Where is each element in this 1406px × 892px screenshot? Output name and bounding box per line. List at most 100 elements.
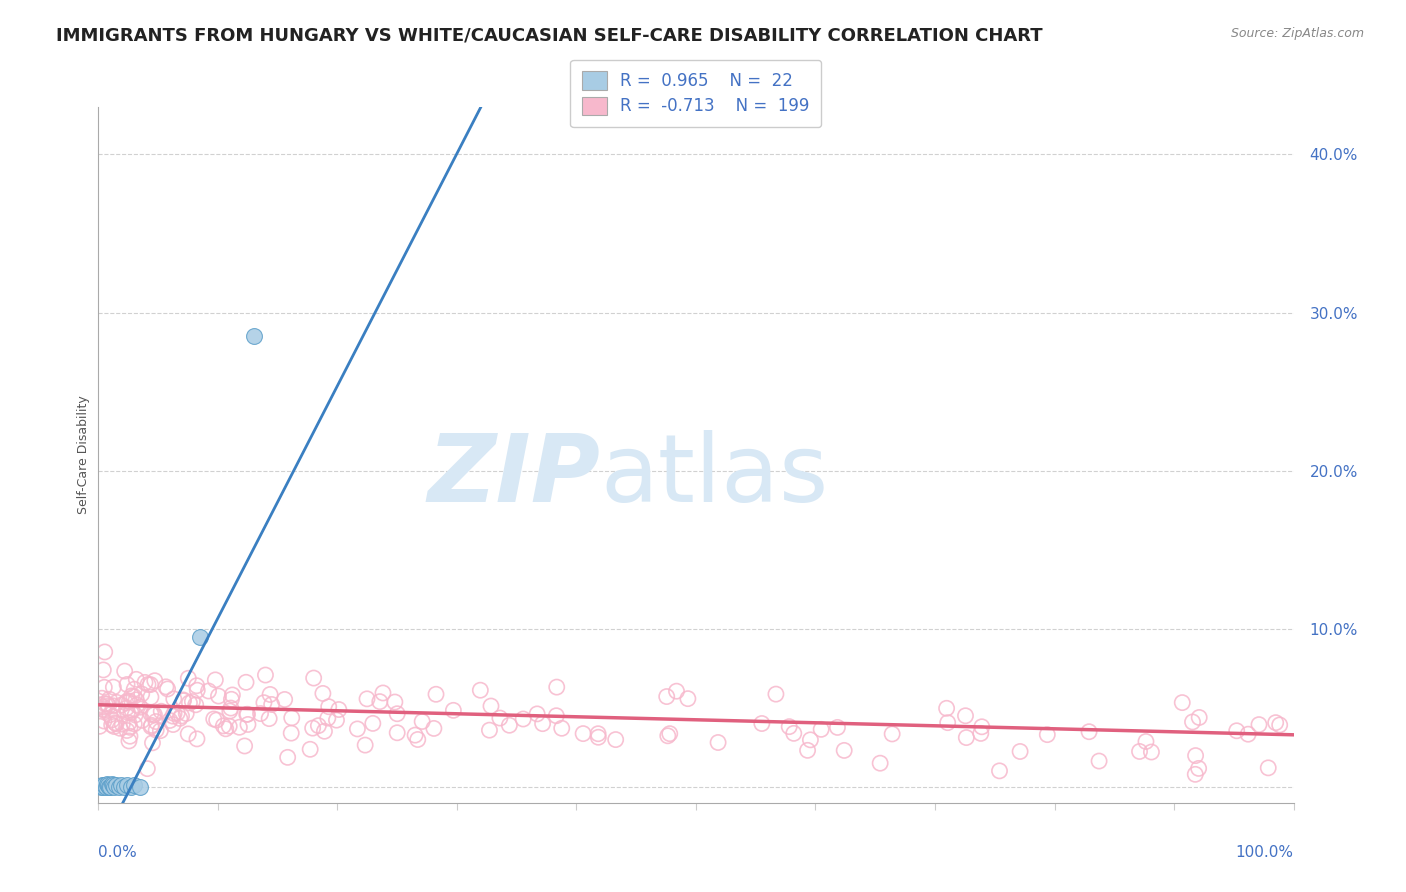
Point: [425, 687, 447, 701]
Point: [98, 692, 121, 706]
Point: [159, 714, 181, 728]
Point: [197, 684, 219, 698]
Point: [356, 691, 378, 706]
Point: [253, 696, 276, 710]
Point: [124, 708, 146, 723]
Point: [260, 698, 283, 712]
Point: [141, 718, 163, 732]
Point: [166, 706, 188, 720]
Point: [254, 668, 277, 682]
Point: [186, 731, 208, 746]
Point: [114, 696, 136, 710]
Point: [139, 677, 162, 691]
Point: [1264, 715, 1286, 730]
Point: [1257, 761, 1279, 775]
Point: [100, 718, 122, 732]
Point: [346, 722, 368, 736]
Point: [572, 726, 595, 740]
Point: [328, 702, 350, 716]
Point: [169, 711, 191, 725]
Point: [188, 630, 211, 644]
Point: [277, 750, 299, 764]
Point: [91, 778, 114, 793]
Point: [316, 711, 339, 725]
Text: ZIP: ZIP: [427, 430, 600, 522]
Point: [301, 721, 323, 735]
Point: [869, 756, 891, 771]
Point: [423, 722, 446, 736]
Point: [354, 738, 377, 752]
Point: [105, 695, 128, 709]
Point: [124, 778, 146, 793]
Point: [104, 715, 127, 730]
Point: [936, 715, 959, 730]
Text: Source: ZipAtlas.com: Source: ZipAtlas.com: [1230, 27, 1364, 40]
Point: [120, 780, 142, 794]
Point: [107, 780, 129, 794]
Point: [325, 713, 347, 727]
Text: IMMIGRANTS FROM HUNGARY VS WHITE/CAUCASIAN SELF-CARE DISABILITY CORRELATION CHAR: IMMIGRANTS FROM HUNGARY VS WHITE/CAUCASI…: [56, 27, 1043, 45]
Point: [478, 723, 501, 738]
Point: [143, 673, 166, 688]
Point: [172, 694, 194, 708]
Text: 100.0%: 100.0%: [1236, 845, 1294, 860]
Point: [302, 671, 325, 685]
Point: [314, 724, 336, 739]
Point: [177, 671, 200, 685]
Point: [96, 777, 118, 791]
Point: [110, 778, 132, 793]
Point: [143, 707, 166, 722]
Point: [93, 703, 115, 717]
Point: [125, 693, 148, 707]
Point: [93, 778, 115, 793]
Point: [218, 719, 240, 733]
Point: [307, 719, 329, 733]
Point: [235, 675, 257, 690]
Point: [406, 732, 429, 747]
Point: [882, 727, 904, 741]
Point: [129, 780, 152, 794]
Point: [108, 721, 131, 735]
Point: [141, 736, 163, 750]
Point: [665, 684, 688, 698]
Point: [170, 709, 193, 723]
Point: [368, 695, 391, 709]
Text: atlas: atlas: [600, 430, 828, 522]
Point: [90, 780, 112, 794]
Point: [93, 702, 115, 716]
Point: [970, 726, 993, 740]
Point: [110, 698, 132, 712]
Point: [605, 732, 627, 747]
Point: [101, 778, 124, 793]
Point: [93, 681, 115, 695]
Legend: R =  0.965    N =  22, R =  -0.713    N =  199: R = 0.965 N = 22, R = -0.713 N = 199: [571, 60, 821, 127]
Point: [97, 698, 120, 713]
Point: [105, 778, 128, 793]
Point: [145, 723, 167, 737]
Point: [115, 778, 138, 793]
Point: [117, 705, 139, 719]
Point: [115, 701, 138, 715]
Point: [489, 711, 512, 725]
Point: [498, 718, 520, 732]
Point: [90, 691, 112, 706]
Point: [125, 673, 148, 687]
Point: [129, 700, 152, 714]
Point: [765, 687, 787, 701]
Point: [122, 690, 145, 704]
Point: [139, 706, 162, 721]
Point: [411, 714, 433, 729]
Point: [131, 714, 153, 728]
Point: [118, 715, 141, 730]
Point: [318, 699, 340, 714]
Point: [172, 693, 194, 707]
Point: [221, 688, 243, 702]
Point: [658, 726, 681, 740]
Point: [243, 329, 266, 343]
Point: [586, 727, 609, 741]
Point: [299, 742, 322, 756]
Point: [163, 692, 186, 706]
Point: [546, 680, 568, 694]
Point: [935, 701, 957, 715]
Point: [1184, 767, 1206, 781]
